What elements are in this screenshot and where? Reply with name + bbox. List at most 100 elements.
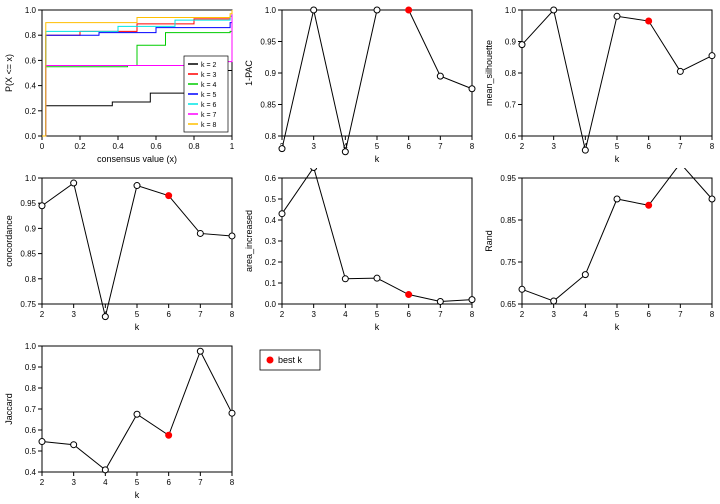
svg-text:0.75: 0.75 (20, 300, 36, 309)
svg-text:k = 7: k = 7 (201, 112, 216, 119)
svg-text:0.8: 0.8 (25, 384, 37, 393)
svg-text:8: 8 (230, 478, 235, 487)
svg-text:Jaccard: Jaccard (4, 393, 14, 425)
svg-text:5: 5 (135, 478, 140, 487)
svg-text:1: 1 (230, 142, 235, 151)
svg-text:3: 3 (71, 310, 76, 319)
svg-text:k: k (615, 154, 620, 164)
svg-text:0.75: 0.75 (500, 258, 516, 267)
svg-text:6: 6 (166, 310, 171, 319)
svg-text:2: 2 (520, 310, 525, 319)
svg-text:0.9: 0.9 (265, 69, 277, 78)
svg-text:0.5: 0.5 (265, 195, 277, 204)
ecdf-panel: 00.20.40.60.810.00.20.40.60.81.0consensu… (0, 0, 240, 168)
panel-one-pac: 23456780.80.850.90.951.0k1-PAC (240, 0, 480, 168)
panel-concordance: 23456780.750.80.850.90.951.0kconcordance (0, 168, 240, 336)
svg-text:6: 6 (406, 310, 411, 319)
svg-text:0.1: 0.1 (265, 279, 277, 288)
svg-text:0.0: 0.0 (25, 132, 37, 141)
svg-text:k = 3: k = 3 (201, 72, 216, 79)
empty-panel (480, 336, 720, 504)
svg-text:concordance: concordance (4, 215, 14, 267)
legend-panel: best k (240, 336, 480, 504)
svg-text:7: 7 (678, 310, 683, 319)
svg-text:3: 3 (311, 142, 316, 151)
svg-text:6: 6 (646, 310, 651, 319)
svg-text:k: k (135, 490, 140, 500)
svg-text:6: 6 (166, 478, 171, 487)
svg-text:0.3: 0.3 (265, 237, 277, 246)
svg-text:0.85: 0.85 (260, 101, 276, 110)
svg-text:k: k (375, 322, 380, 332)
svg-text:0.2: 0.2 (25, 107, 37, 116)
panel-mean-silhouette: 23456780.60.70.80.91.0kmean_silhouette (480, 0, 720, 168)
svg-text:7: 7 (678, 142, 683, 151)
svg-text:0.7: 0.7 (25, 405, 37, 414)
svg-text:k = 4: k = 4 (201, 82, 216, 89)
svg-text:4: 4 (343, 310, 348, 319)
svg-text:0.2: 0.2 (265, 258, 277, 267)
svg-text:k: k (375, 154, 380, 164)
svg-text:0.85: 0.85 (500, 216, 516, 225)
svg-text:2: 2 (520, 142, 525, 151)
svg-text:3: 3 (311, 310, 316, 319)
svg-text:0.4: 0.4 (25, 468, 37, 477)
svg-text:2: 2 (280, 310, 285, 319)
svg-text:8: 8 (710, 142, 715, 151)
svg-text:0.8: 0.8 (505, 69, 517, 78)
svg-text:k = 2: k = 2 (201, 62, 216, 69)
svg-text:0.65: 0.65 (500, 300, 516, 309)
svg-text:5: 5 (135, 310, 140, 319)
svg-text:0.2: 0.2 (74, 142, 86, 151)
svg-text:6: 6 (406, 142, 411, 151)
svg-text:k: k (615, 322, 620, 332)
svg-text:0.0: 0.0 (265, 300, 277, 309)
svg-text:0.95: 0.95 (500, 174, 516, 183)
svg-text:0.7: 0.7 (505, 101, 517, 110)
svg-text:1.0: 1.0 (25, 342, 37, 351)
svg-text:0.5: 0.5 (25, 447, 37, 456)
svg-text:mean_silhouette: mean_silhouette (484, 40, 494, 106)
svg-text:0.8: 0.8 (265, 132, 277, 141)
svg-text:5: 5 (375, 310, 380, 319)
panel-area-increased: 23456780.00.10.20.30.40.50.6karea_increa… (240, 168, 480, 336)
svg-text:3: 3 (551, 142, 556, 151)
svg-text:0.95: 0.95 (20, 199, 36, 208)
svg-text:consensus value (x): consensus value (x) (97, 154, 177, 164)
svg-text:area_increased: area_increased (244, 210, 254, 272)
svg-text:0.9: 0.9 (25, 363, 37, 372)
svg-text:7: 7 (438, 142, 443, 151)
svg-text:7: 7 (438, 310, 443, 319)
svg-text:4: 4 (583, 310, 588, 319)
svg-text:k: k (135, 322, 140, 332)
svg-text:0.6: 0.6 (150, 142, 162, 151)
svg-text:0.95: 0.95 (260, 38, 276, 47)
svg-text:0.8: 0.8 (25, 31, 37, 40)
svg-text:0.4: 0.4 (25, 82, 37, 91)
svg-text:8: 8 (470, 142, 475, 151)
svg-text:1-PAC: 1-PAC (244, 60, 254, 86)
svg-text:1.0: 1.0 (25, 6, 37, 15)
svg-text:k = 5: k = 5 (201, 92, 216, 99)
svg-text:1.0: 1.0 (25, 174, 37, 183)
svg-text:8: 8 (230, 310, 235, 319)
svg-text:5: 5 (615, 310, 620, 319)
svg-text:0.9: 0.9 (25, 224, 37, 233)
svg-text:best k: best k (278, 355, 303, 365)
svg-text:4: 4 (103, 478, 108, 487)
svg-text:0.4: 0.4 (265, 216, 277, 225)
svg-text:2: 2 (40, 478, 45, 487)
svg-text:k = 8: k = 8 (201, 122, 216, 129)
svg-text:8: 8 (470, 310, 475, 319)
svg-text:0.9: 0.9 (505, 38, 517, 47)
svg-text:0.8: 0.8 (25, 275, 37, 284)
svg-text:k = 6: k = 6 (201, 102, 216, 109)
panel-rand: 23456780.650.750.850.95kRand (480, 168, 720, 336)
svg-text:5: 5 (615, 142, 620, 151)
svg-text:1.0: 1.0 (265, 6, 277, 15)
svg-text:0.6: 0.6 (25, 56, 37, 65)
svg-text:3: 3 (71, 478, 76, 487)
svg-text:0.85: 0.85 (20, 250, 36, 259)
svg-text:5: 5 (375, 142, 380, 151)
svg-text:0.6: 0.6 (25, 426, 37, 435)
